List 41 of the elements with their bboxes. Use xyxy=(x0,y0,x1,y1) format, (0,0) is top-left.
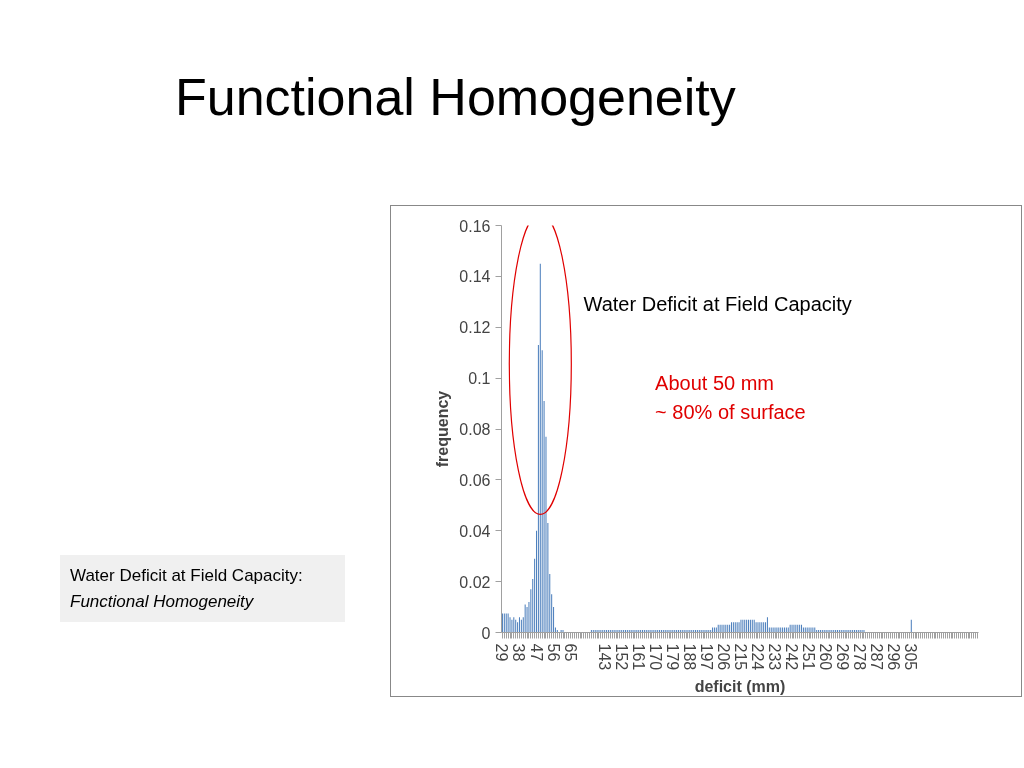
x-axis-title: deficit (mm) xyxy=(694,678,786,696)
y-tick-label: 0.08 xyxy=(459,421,491,438)
x-tick-label: 287 xyxy=(868,643,886,671)
x-tick-label: 65 xyxy=(561,643,579,662)
x-tick-label: 278 xyxy=(851,643,869,671)
x-tick-label: 143 xyxy=(595,643,613,671)
x-tick-label: 188 xyxy=(680,643,698,671)
x-tick-label: 233 xyxy=(766,643,784,671)
x-tick-label: 206 xyxy=(714,643,732,671)
x-tick-label: 305 xyxy=(902,643,920,671)
x-tick-label: 197 xyxy=(697,643,715,671)
x-tick-label: 260 xyxy=(817,643,835,671)
x-tick-label: 251 xyxy=(800,643,818,671)
x-tick-label: 179 xyxy=(663,643,681,671)
x-tick-label: 38 xyxy=(510,643,528,662)
y-tick-label: 0.12 xyxy=(459,319,491,337)
y-tick-label: 0.16 xyxy=(459,217,491,235)
y-tick-label: 0.02 xyxy=(459,573,491,591)
y-axis-title: frequency xyxy=(434,390,452,468)
x-tick-label: 242 xyxy=(783,643,801,671)
annotation: ~ 80% of surface xyxy=(655,400,806,423)
y-tick-label: 0.04 xyxy=(459,522,491,540)
x-tick-label: 29 xyxy=(493,643,511,662)
x-tick-label: 56 xyxy=(544,643,562,662)
text: Functional Homogeneity xyxy=(70,591,254,611)
x-tick-label: 224 xyxy=(748,643,766,671)
x-tick-label: 161 xyxy=(629,643,647,671)
y-tick-label: 0.14 xyxy=(459,268,491,286)
x-tick-label: 296 xyxy=(885,643,903,671)
y-tick-label: 0.06 xyxy=(459,471,491,489)
x-tick-label: 170 xyxy=(646,643,664,671)
text: Water Deficit at Field Capacity: xyxy=(70,566,303,585)
chart-title: Functional Homogeneity xyxy=(175,67,736,128)
x-tick-label: 269 xyxy=(834,643,852,671)
y-tick-label: 0.1 xyxy=(468,370,491,388)
x-tick-label: 152 xyxy=(612,643,630,671)
annotation: About 50 mm xyxy=(655,372,775,395)
y-tick-label: 0 xyxy=(481,624,491,642)
x-tick-label: 215 xyxy=(731,643,749,671)
x-tick-label: 47 xyxy=(527,643,545,662)
annotation: Water Deficit at Field Capacity xyxy=(583,293,852,316)
